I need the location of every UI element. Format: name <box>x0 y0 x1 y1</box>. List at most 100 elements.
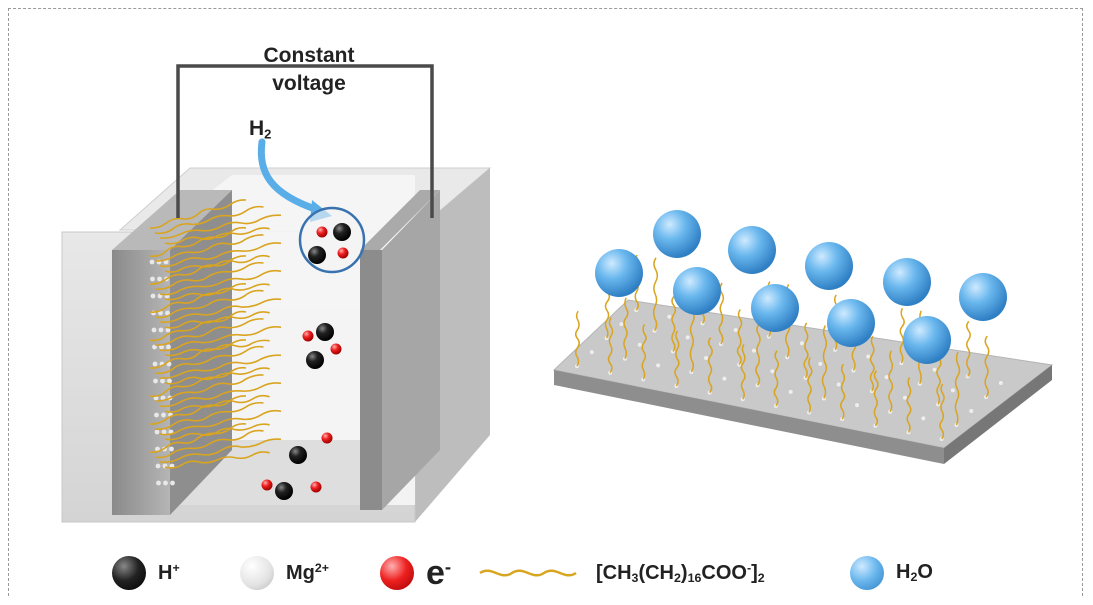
stearate-chain <box>652 257 659 332</box>
stearate-chain <box>984 335 990 398</box>
surface-atom <box>589 350 594 355</box>
surface-atom <box>836 382 841 387</box>
stearate-chain <box>159 409 282 436</box>
stearate-chain <box>149 395 247 425</box>
legend-h-plus: H+ <box>112 548 180 598</box>
mg-atom <box>150 293 156 299</box>
right-electrode-top <box>360 190 440 250</box>
stearate-chain <box>164 283 270 301</box>
stearate-chain <box>674 330 680 387</box>
stearate-chain <box>954 351 961 426</box>
mg-atom <box>161 412 166 418</box>
surface-atom <box>884 375 889 380</box>
stearate-chain <box>149 283 247 313</box>
surface-atom <box>656 363 661 368</box>
surface-atom <box>969 409 974 414</box>
legend-h-plus-label: H+ <box>158 561 180 584</box>
stearate-chain <box>159 326 282 352</box>
water-droplet-icon <box>850 556 884 590</box>
proton <box>333 223 351 241</box>
surface-atom <box>704 356 709 361</box>
stearate-chain <box>740 343 746 400</box>
surface-atom <box>950 388 955 393</box>
surface-atom <box>818 361 823 366</box>
mg-atom <box>154 429 160 435</box>
stearate-chain <box>671 295 677 352</box>
mg-atom <box>157 276 162 282</box>
electron <box>337 247 349 259</box>
water-droplet <box>959 273 1007 321</box>
stearate-chain <box>149 366 247 398</box>
stearate-chain <box>154 429 264 459</box>
mg-atom <box>158 327 164 333</box>
legend-electron: e- <box>380 548 451 598</box>
stearate-chain <box>164 394 270 413</box>
water-droplet <box>883 258 931 306</box>
stearate-chain <box>149 423 247 453</box>
surface-atom <box>637 342 642 347</box>
stearate-chains-cell <box>149 199 282 469</box>
proton-icon <box>112 556 146 590</box>
surface-atom <box>733 328 738 333</box>
proton <box>289 446 307 464</box>
stearate-chain <box>707 337 713 394</box>
right-electrode-front <box>360 250 382 510</box>
proton <box>275 482 293 500</box>
stearate-chain <box>154 205 264 235</box>
surface-atom <box>619 322 624 327</box>
stearate-chain <box>149 255 247 285</box>
proton <box>308 246 326 264</box>
surface-atom <box>799 341 804 346</box>
mg-atom <box>152 361 158 367</box>
legend-mg-label: Mg2+ <box>286 561 330 584</box>
legend-mg: Mg2+ <box>240 548 329 598</box>
mg-atom <box>170 480 175 486</box>
magnesium-icon <box>240 556 274 590</box>
stearate-chain-icon <box>479 569 577 577</box>
legend-stearate: [CH3(CH2)16COO-]2 <box>478 548 765 598</box>
water-droplet <box>673 267 721 315</box>
water-droplet <box>903 316 951 364</box>
water-droplet <box>827 299 875 347</box>
proton <box>306 351 324 369</box>
stearate-chain <box>154 401 264 431</box>
stearate-chain <box>154 261 264 291</box>
surface-atom <box>932 367 937 372</box>
stearate-chain <box>159 214 282 239</box>
stearate-chain <box>899 307 905 364</box>
mg-atom <box>169 446 174 452</box>
stearate-chain <box>164 339 270 357</box>
proton <box>316 323 334 341</box>
stearate-chain <box>718 282 725 345</box>
substrate-side <box>944 365 1052 464</box>
stearate-chain <box>873 370 879 427</box>
mg-atom <box>151 327 157 333</box>
water-droplet <box>805 242 853 290</box>
water-droplet <box>728 226 776 274</box>
legend: H+ Mg2+ e- [CH3(CH2)16COO-]2 H2O <box>100 548 1000 598</box>
electron-icon <box>380 556 414 590</box>
stearate-chain <box>159 354 282 379</box>
stearate-chain <box>840 363 846 420</box>
surface-atom <box>770 369 775 374</box>
stearate-chain <box>154 374 264 402</box>
surface-atom <box>902 395 907 400</box>
electron <box>310 481 322 493</box>
stearate-chain <box>159 382 282 408</box>
electron <box>321 432 333 444</box>
stearate-chain <box>607 317 614 374</box>
surface-atom <box>788 389 793 394</box>
stearate-chain <box>641 324 647 380</box>
stearate-chain <box>164 254 270 273</box>
mg-atom <box>160 378 165 384</box>
surface-atom <box>998 381 1003 386</box>
stearate-chain <box>154 345 264 375</box>
constant-voltage-label-2: voltage <box>272 72 346 95</box>
h2-arrow <box>257 138 322 214</box>
stearate-chain <box>755 323 761 386</box>
surface-atom <box>722 376 727 381</box>
surface-atom <box>685 335 690 340</box>
water-droplets <box>595 210 1007 364</box>
circuit-wire <box>176 64 434 218</box>
stearate-chain <box>154 289 264 319</box>
